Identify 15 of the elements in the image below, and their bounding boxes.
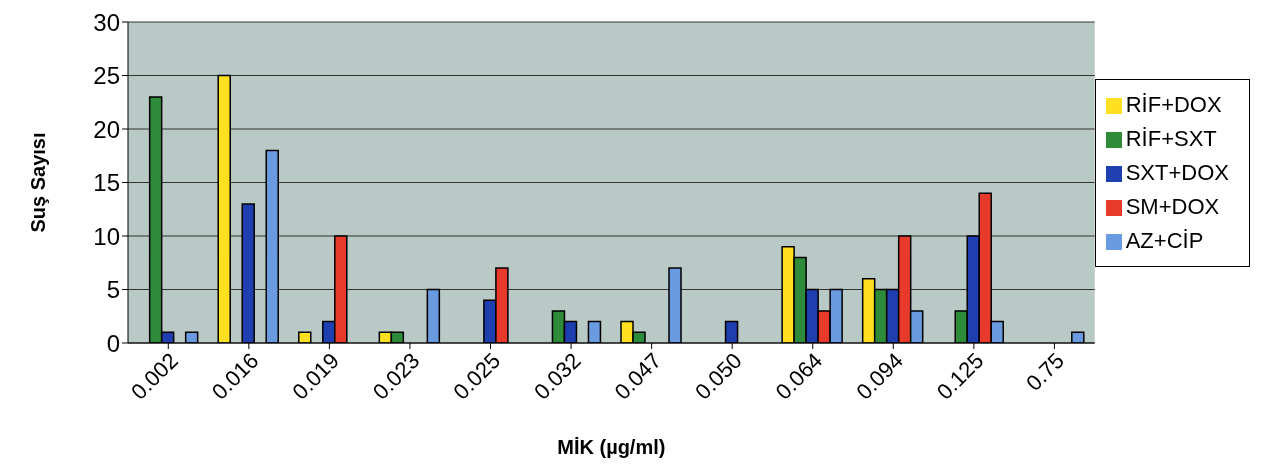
- legend-label: AZ+CİP: [1125, 228, 1204, 253]
- x-axis-title: MİK (µg/ml): [557, 436, 666, 458]
- y-tick-label: 10: [93, 222, 120, 250]
- y-tick-label: 30: [93, 8, 120, 36]
- y-tick-label: 0: [106, 329, 120, 357]
- legend-label: SM+DOX: [1125, 194, 1220, 219]
- legend-label: SXT+DOX: [1125, 160, 1229, 185]
- y-tick-label: 25: [93, 62, 120, 90]
- y-tick-label: 5: [106, 276, 120, 304]
- y-tick-label: 15: [93, 169, 120, 197]
- y-axis-title: Suş Sayısı: [27, 132, 50, 233]
- legend-label: RİF+SXT: [1125, 126, 1217, 151]
- x-tick-label: 0.75: [1021, 347, 1069, 396]
- legend-label: RİF+DOX: [1125, 92, 1222, 117]
- y-tick-label: 20: [93, 115, 120, 143]
